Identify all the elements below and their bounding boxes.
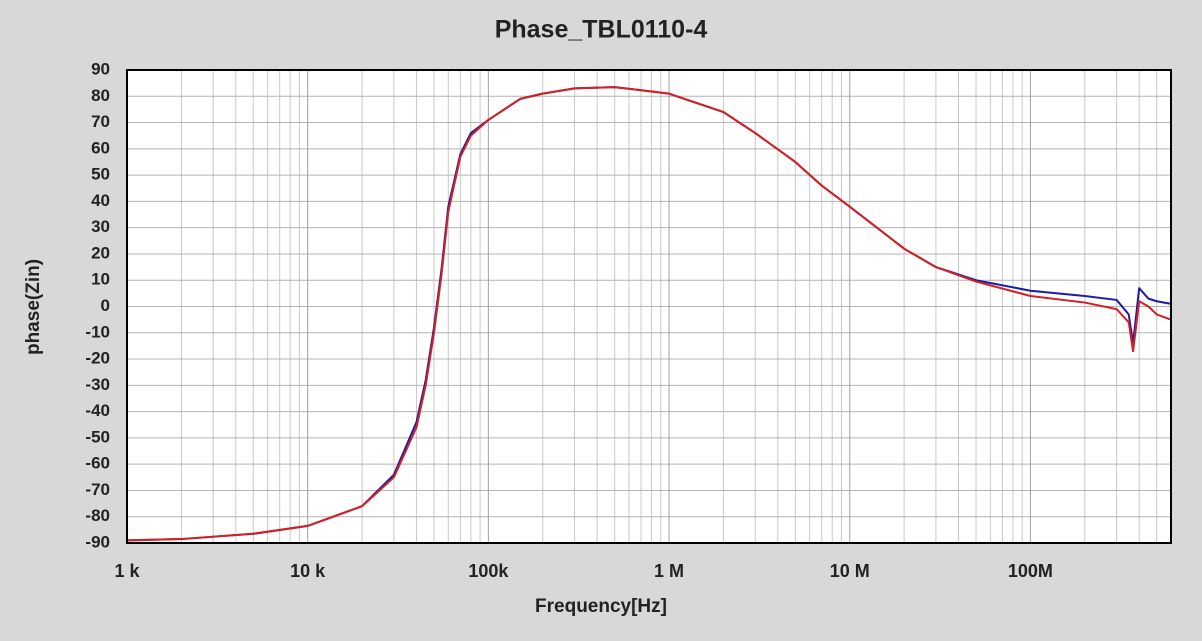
x-tick-label: 100k: [468, 561, 509, 581]
y-tick-label: -20: [85, 349, 110, 368]
x-tick-label: 10 M: [830, 561, 870, 581]
y-tick-label: 20: [91, 243, 110, 262]
y-tick-label: 40: [91, 191, 110, 210]
y-tick-label: -50: [85, 427, 110, 446]
y-tick-label: 70: [91, 112, 110, 131]
plot-border: [126, 69, 1172, 544]
y-tick-label: 90: [91, 59, 110, 78]
y-tick-label: 50: [91, 165, 110, 184]
y-tick-label: -80: [85, 506, 110, 525]
y-tick-label: -90: [85, 532, 110, 551]
y-tick-label: -70: [85, 480, 110, 499]
chart-title: Phase_TBL0110-4: [495, 16, 708, 44]
y-tick-label: 60: [91, 138, 110, 157]
y-tick-label: -10: [85, 322, 110, 341]
y-tick-label: -60: [85, 454, 110, 473]
x-tick-label: 10 k: [290, 561, 326, 581]
x-tick-label: 1 M: [654, 561, 684, 581]
y-axis-label: phase(Zin): [23, 259, 44, 355]
series-line: [126, 86, 1172, 542]
x-tick-label: 1 k: [114, 561, 140, 581]
y-tick-label: -40: [85, 401, 110, 420]
x-tick-label: 100M: [1008, 561, 1053, 581]
x-axis-label: Frequency[Hz]: [535, 596, 667, 617]
y-tick-label: -30: [85, 375, 110, 394]
y-tick-label: 0: [101, 296, 110, 315]
y-tick-label: 30: [91, 217, 110, 236]
y-tick-label: 80: [91, 86, 110, 105]
y-tick-label: 10: [91, 270, 110, 289]
